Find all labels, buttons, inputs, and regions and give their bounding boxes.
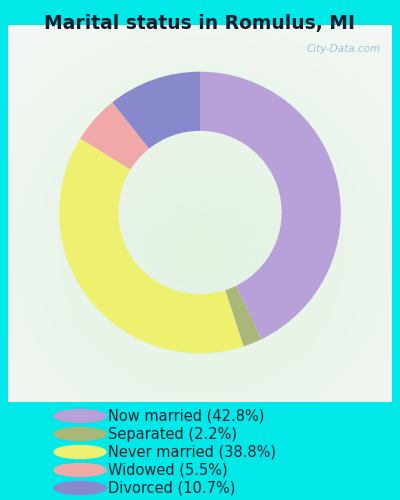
Wedge shape (225, 286, 262, 346)
Circle shape (54, 446, 106, 458)
Wedge shape (200, 72, 341, 339)
Wedge shape (112, 72, 200, 148)
Text: Never married (38.8%): Never married (38.8%) (108, 444, 276, 460)
Text: Separated (2.2%): Separated (2.2%) (108, 426, 237, 442)
Circle shape (54, 464, 106, 476)
Circle shape (54, 428, 106, 440)
Wedge shape (59, 138, 244, 354)
Wedge shape (80, 102, 149, 170)
Text: Marital status in Romulus, MI: Marital status in Romulus, MI (44, 14, 356, 33)
Text: Now married (42.8%): Now married (42.8%) (108, 408, 264, 424)
Text: Divorced (10.7%): Divorced (10.7%) (108, 480, 235, 496)
Circle shape (54, 482, 106, 494)
Text: City-Data.com: City-Data.com (306, 44, 380, 54)
Circle shape (54, 410, 106, 422)
Text: Widowed (5.5%): Widowed (5.5%) (108, 462, 228, 477)
